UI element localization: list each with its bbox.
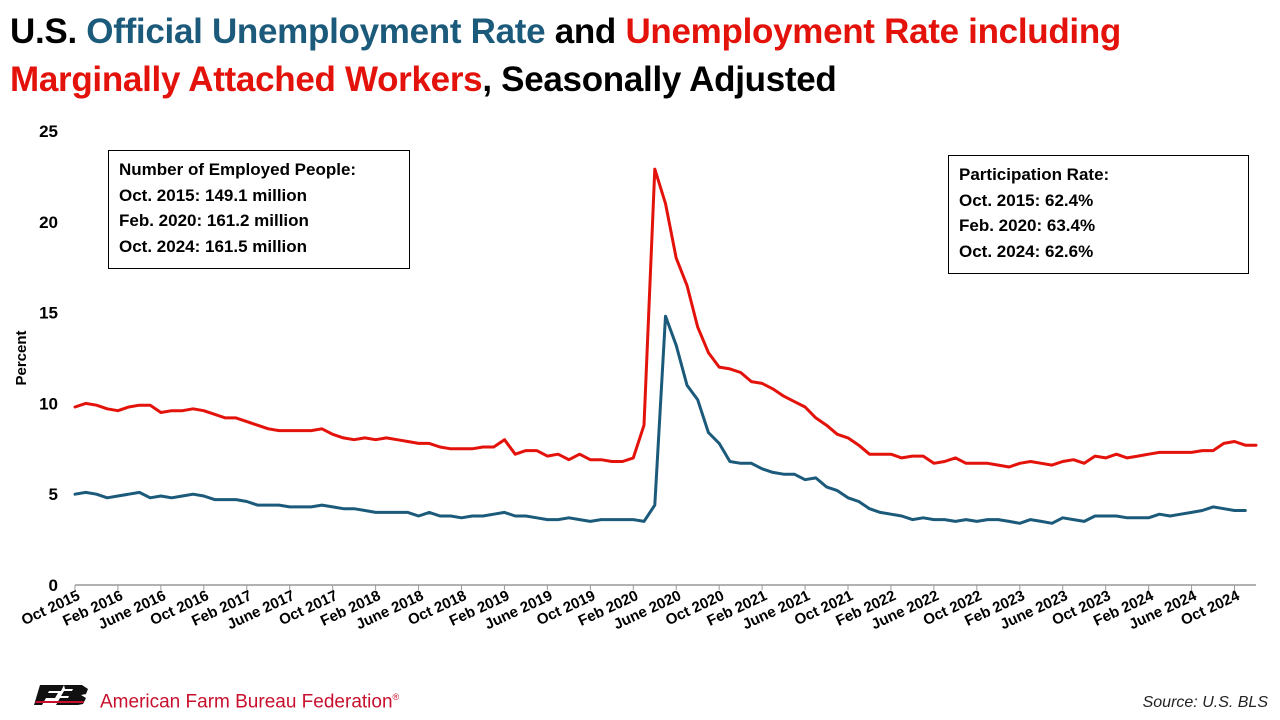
employed-box-line: Oct. 2024: 161.5 million (119, 236, 308, 256)
title-prefix: U.S. (10, 12, 87, 51)
participation-box-heading: Participation Rate: (959, 165, 1110, 184)
participation-box-line: Oct. 2024: 62.6% (959, 241, 1094, 261)
employed-box-line: Feb. 2020: 161.2 million (119, 211, 309, 230)
y-axis-label: Percent (13, 330, 30, 385)
participation-box-line: Oct. 2015: 62.4% (959, 190, 1094, 210)
title-marginal-series: Unemployment Rate including Marginally A… (10, 12, 1122, 99)
series-line-official (73, 314, 1247, 525)
title-suffix: , Seasonally Adjusted (482, 60, 837, 99)
title-official-series: Official Unemployment Rate (86, 12, 546, 51)
y-tick-label: 25 (39, 122, 58, 141)
y-tick-label: 10 (39, 394, 58, 413)
y-tick-label: 5 (49, 485, 58, 504)
y-tick-label: 20 (39, 213, 58, 232)
title-conjunction: and (545, 12, 626, 51)
y-tick-label: 0 (49, 576, 58, 595)
chart-title: U.S. Official Unemployment Rate and Unem… (10, 8, 1270, 104)
organization-name-text: American Farm Bureau Federation (100, 691, 393, 713)
trademark-symbol: ® (392, 692, 400, 702)
employed-people-box: Number of Employed People: Oct. 2015: 14… (108, 150, 410, 269)
y-tick-label: 15 (39, 304, 58, 323)
organization-name: American Farm Bureau Federation® (100, 685, 399, 714)
series-line-marginal (73, 167, 1258, 469)
chart-series (73, 167, 1258, 525)
participation-box-line: Feb. 2020: 63.4% (959, 216, 1096, 235)
farm-bureau-logo-icon (34, 685, 88, 705)
employed-box-line: Oct. 2015: 149.1 million (119, 185, 308, 205)
source-note: Source: U.S. BLS (1142, 694, 1268, 711)
participation-rate-box: Participation Rate: Oct. 2015: 62.4% Feb… (948, 155, 1249, 274)
employed-box-heading: Number of Employed People: (119, 160, 357, 179)
